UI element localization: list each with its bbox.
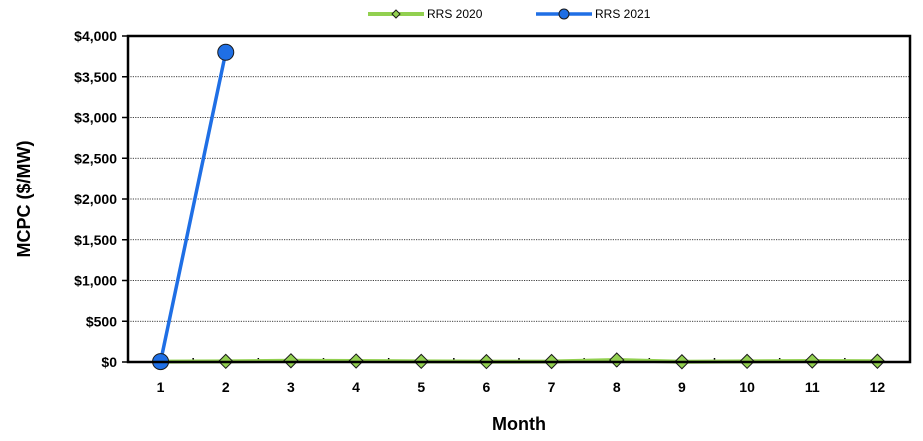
series-layer — [152, 43, 886, 371]
y-axis-title: MCPC ($/MW) — [14, 141, 34, 258]
y-tick-label: $2,000 — [74, 191, 117, 207]
x-tick-label: 3 — [287, 379, 295, 395]
y-tick-label: $3,500 — [74, 69, 117, 85]
y-axis-ticks: $0 $500 $1,000 $1,500 $2,000 $2,500 $3,000 $3,5… — [74, 28, 128, 370]
y-tick-label: $2,500 — [74, 150, 117, 166]
legend-label: RRS 2021 — [595, 7, 651, 21]
x-axis-title: Month — [492, 414, 546, 434]
legend-swatch-marker — [558, 8, 570, 20]
data-point — [609, 352, 625, 368]
x-tick-label: 10 — [739, 379, 755, 395]
x-tick-label: 1 — [157, 379, 165, 395]
y-tick-label: $1,000 — [74, 273, 117, 289]
x-tick-label: 5 — [417, 379, 425, 395]
legend-label: RRS 2020 — [427, 7, 483, 21]
x-tick-label: 12 — [870, 379, 886, 395]
y-tick-label: $0 — [101, 354, 117, 370]
y-tick-label: $1,500 — [74, 232, 117, 248]
legend-item: RRS 2020 — [368, 7, 483, 21]
x-tick-label: 9 — [678, 379, 686, 395]
x-tick-label: 2 — [222, 379, 230, 395]
y-tick-label: $3,000 — [74, 110, 117, 126]
y-tick-label: $4,000 — [74, 28, 117, 44]
x-tick-label: 11 — [805, 379, 820, 395]
series-line — [158, 51, 228, 362]
gridlines — [128, 76, 910, 322]
legend: RRS 2020 RRS 2021 — [368, 7, 651, 21]
series-rrs-2021 — [152, 43, 235, 371]
y-tick-label: $500 — [86, 313, 117, 329]
x-tick-label: 8 — [613, 379, 621, 395]
x-tick-label: 4 — [352, 379, 360, 395]
data-point — [217, 43, 235, 61]
x-tick-label: 7 — [548, 379, 556, 395]
plot-area-frame — [126, 34, 912, 364]
legend-swatch-marker — [391, 9, 401, 19]
x-tick-label: 6 — [483, 379, 491, 395]
legend-item: RRS 2021 — [536, 7, 651, 21]
